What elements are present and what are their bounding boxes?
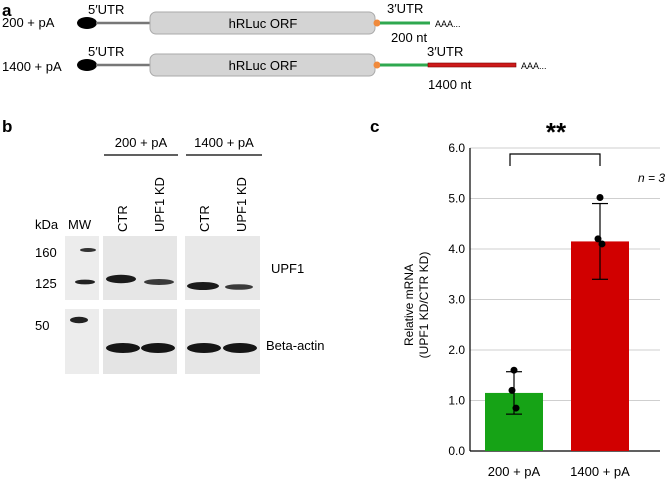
construct-label: 1400 + pA bbox=[2, 59, 62, 74]
significance-stars: ** bbox=[546, 117, 567, 147]
polya-label: AAA... bbox=[435, 19, 461, 29]
utr3-label: 3′UTR bbox=[427, 44, 463, 59]
utr3-length: 200 nt bbox=[391, 30, 428, 45]
blot-membrane bbox=[103, 236, 177, 300]
y-tick-label: 4.0 bbox=[448, 242, 465, 256]
blot-membrane bbox=[185, 309, 260, 374]
data-point bbox=[596, 193, 604, 201]
lane-label: UPF1 KD bbox=[152, 177, 167, 232]
actin-band bbox=[106, 343, 140, 353]
blot-label: UPF1 bbox=[271, 261, 304, 276]
y-tick-label: 0.0 bbox=[448, 444, 465, 458]
utr3-length: 1400 nt bbox=[428, 77, 472, 92]
actin-band bbox=[141, 343, 175, 353]
x-tick-label: 200 + pA bbox=[488, 464, 541, 479]
upf1-band bbox=[144, 279, 174, 285]
utr3-red-segment bbox=[427, 62, 517, 68]
blot-label: Beta-actin bbox=[266, 338, 325, 353]
marker-label: 125 bbox=[35, 276, 57, 291]
marker-band bbox=[75, 279, 95, 285]
y-axis-label-line2: (UPF1 KD/CTR KD) bbox=[417, 252, 431, 359]
cap-icon bbox=[77, 17, 97, 29]
polya-label: AAA... bbox=[521, 61, 547, 71]
construct-label: 200 + pA bbox=[2, 15, 55, 30]
marker-band bbox=[80, 248, 96, 252]
y-tick-label: 6.0 bbox=[448, 141, 465, 155]
marker-label: 50 bbox=[35, 318, 49, 333]
data-point bbox=[512, 404, 520, 412]
y-tick-label: 2.0 bbox=[448, 343, 465, 357]
lane-label: CTR bbox=[115, 205, 130, 232]
upf1-blot bbox=[65, 236, 260, 300]
upf1-band bbox=[187, 282, 219, 290]
bar-chart: 0.0 1.0 2.0 3.0 4.0 5.0 6.0 200 + pA 1400 + pA bbox=[448, 141, 660, 479]
data-point bbox=[508, 386, 516, 394]
lane-label: UPF1 KD bbox=[234, 177, 249, 232]
y-tick-label: 3.0 bbox=[448, 293, 465, 307]
construct-1400: 1400 + pA 5′UTR hRLuc ORF 3′UTR 1400 nt … bbox=[2, 44, 547, 92]
actin-blot bbox=[65, 309, 260, 374]
data-point bbox=[598, 240, 606, 248]
utr5-label: 5′UTR bbox=[88, 44, 124, 59]
stop-codon-icon bbox=[373, 19, 381, 27]
mw-label: MW bbox=[68, 217, 92, 232]
lane-label: CTR bbox=[197, 205, 212, 232]
panel-b-letter: b bbox=[2, 117, 12, 136]
x-tick-label: 1400 + pA bbox=[570, 464, 630, 479]
kda-label: kDa bbox=[35, 217, 59, 232]
marker-band bbox=[70, 316, 88, 324]
orf-label: hRLuc ORF bbox=[229, 16, 298, 31]
construct-200: 200 + pA 5′UTR hRLuc ORF 3′UTR 200 nt AA… bbox=[2, 1, 461, 45]
stop-codon-icon bbox=[373, 61, 381, 69]
marker-label: 160 bbox=[35, 245, 57, 260]
group-label-1400: 1400 + pA bbox=[194, 135, 254, 150]
data-point bbox=[510, 366, 518, 374]
blot-membrane bbox=[65, 236, 99, 300]
actin-band bbox=[187, 343, 221, 353]
n-label: n = 3 bbox=[638, 171, 665, 185]
panel-c-letter: c bbox=[370, 117, 379, 136]
data-point bbox=[594, 235, 602, 243]
actin-band bbox=[223, 343, 257, 353]
significance-bracket bbox=[509, 153, 601, 166]
utr5-label: 5′UTR bbox=[88, 2, 124, 17]
upf1-band bbox=[106, 274, 136, 284]
y-tick-label: 1.0 bbox=[448, 394, 465, 408]
blot-membrane bbox=[103, 309, 177, 374]
utr3-label: 3′UTR bbox=[387, 1, 423, 16]
orf-label: hRLuc ORF bbox=[229, 58, 298, 73]
cap-icon bbox=[77, 59, 97, 71]
y-axis-label-line1: Relative mRNA bbox=[402, 264, 416, 346]
group-label-200: 200 + pA bbox=[115, 135, 168, 150]
panel-a-letter: a bbox=[2, 1, 12, 20]
y-tick-label: 5.0 bbox=[448, 192, 465, 206]
upf1-band bbox=[225, 284, 253, 290]
blot-membrane bbox=[185, 236, 260, 300]
